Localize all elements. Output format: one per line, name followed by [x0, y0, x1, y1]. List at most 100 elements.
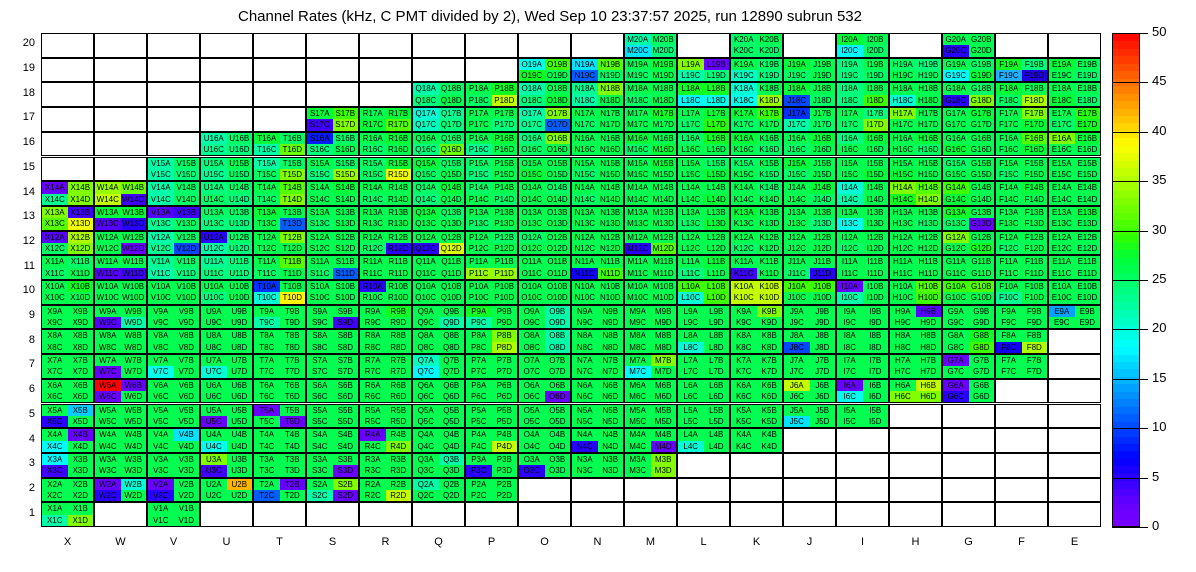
channel-pad-Q18B: Q18B: [438, 83, 464, 95]
channel-pad-O9B: O9B: [544, 305, 570, 318]
channel-pad-K6D: K6D: [756, 391, 782, 403]
channel-pad-F19B: F19B: [1021, 58, 1047, 71]
channel-pad-E12B: E12B: [1074, 231, 1100, 243]
grid-cell-P6: P6A P6B P6C P6D: [465, 378, 518, 404]
channel-pad-O5C: O5C: [519, 415, 545, 428]
channel-pad-H6D: H6D: [915, 391, 941, 403]
channel-pad-Q8A: Q8A: [413, 330, 439, 342]
channel-pad-R6D: R6D: [385, 391, 411, 403]
channel-pad-S13B: S13B: [332, 206, 358, 219]
channel-pad-P7A: P7A: [466, 355, 492, 367]
channel-pad-X5D: X5D: [67, 415, 93, 428]
channel-pad-O12C: O12C: [519, 242, 545, 255]
channel-pad-E13B: E13B: [1074, 206, 1100, 219]
x-axis-label-M: M: [645, 536, 656, 548]
grid-cell-J19: J19A J19B J19C J19D: [783, 57, 836, 83]
channel-pad-M8A: M8A: [625, 330, 651, 342]
channel-pad-M9B: M9B: [650, 305, 676, 318]
grid-cell-U9: U9A U9B U9C U9D: [200, 304, 253, 330]
channel-pad-X12A: X12A: [42, 231, 68, 243]
grid-cell-J15: J15A J15B J15C J15D: [783, 156, 836, 182]
palette-band: [1113, 271, 1139, 280]
grid-cell-E6: [1048, 378, 1101, 404]
channel-pad-W6D: W6D: [120, 391, 146, 403]
channel-pad-K20D: K20D: [756, 45, 782, 57]
channel-pad-U11A: U11A: [201, 256, 227, 268]
channel-pad-O5A: O5A: [519, 404, 545, 416]
grid-cell-T17: [253, 107, 306, 132]
grid-cell-H3: [889, 452, 942, 478]
channel-pad-M17D: M17D: [650, 119, 676, 131]
channel-pad-F12A: F12A: [996, 231, 1022, 243]
channel-pad-O9A: O9A: [519, 305, 545, 318]
grid-cell-W4: W4A W4B W4C W4D: [94, 428, 147, 453]
palette-band: [1113, 376, 1139, 385]
palette-band: [1113, 197, 1139, 206]
channel-pad-N10C: N10C: [572, 292, 598, 304]
channel-pad-V14A: V14A: [148, 182, 174, 194]
channel-pad-G13D: G13D: [968, 218, 994, 230]
x-axis-label-N: N: [593, 536, 602, 548]
channel-pad-K7D: K7D: [756, 366, 782, 378]
channel-pad-U16B: U16B: [226, 132, 252, 145]
channel-pad-I12D: I12D: [862, 242, 888, 255]
channel-pad-E19A: E19A: [1049, 58, 1075, 71]
grid-cell-W8: W8A W8B W8C W8D: [94, 329, 147, 355]
grid-cell-L3: [677, 452, 730, 478]
grid-cell-R8: R8A R8B R8C R8D: [359, 329, 412, 355]
channel-pad-T2C: T2C: [254, 489, 280, 502]
channel-pad-O15B: O15B: [544, 157, 570, 169]
grid-cell-S7: S7A S7B S7C S7D: [306, 354, 359, 379]
grid-cell-T8: T8A T8B T8C T8D: [253, 329, 306, 355]
channel-pad-W13D: W13D: [120, 218, 146, 230]
grid-cell-E12: E12A E12B E12C E12D: [1048, 230, 1101, 256]
channel-pad-V8A: V8A: [148, 330, 174, 342]
x-axis-label-Q: Q: [434, 536, 443, 548]
channel-pad-X9D: X9D: [67, 317, 93, 329]
channel-pad-V1A: V1A: [148, 503, 174, 515]
channel-pad-N19A: N19A: [572, 58, 598, 71]
channel-pad-T6D: T6D: [279, 391, 305, 403]
channel-pad-O5B: O5B: [544, 404, 570, 416]
channel-pad-W12C: W12C: [95, 242, 121, 255]
channel-pad-X5C: X5C: [42, 415, 68, 428]
channel-pad-N15D: N15D: [597, 168, 623, 181]
channel-pad-G10A: G10A: [943, 281, 969, 293]
grid-cell-I5: I5A I5B I5C I5D: [836, 403, 889, 429]
channel-pad-I18C: I18C: [837, 94, 863, 107]
channel-pad-U14D: U14D: [226, 193, 252, 205]
channel-pad-X3B: X3B: [67, 453, 93, 466]
channel-pad-O3D: O3D: [544, 465, 570, 477]
grid-cell-X3: X3A X3B X3C X3D: [41, 452, 94, 478]
channel-pad-L18D: L18D: [703, 94, 729, 107]
channel-pad-L15A: L15A: [678, 157, 704, 169]
channel-pad-V5A: V5A: [148, 404, 174, 416]
channel-pad-L17B: L17B: [703, 108, 729, 120]
channel-pad-V1D: V1D: [173, 514, 199, 526]
x-axis-label-H: H: [911, 536, 920, 548]
grid-cell-K8: K8A K8B K8C K8D: [730, 329, 783, 355]
channel-pad-T11B: T11B: [279, 256, 305, 268]
grid-cell-M3: M3A M3B M3C M3D: [624, 452, 677, 478]
grid-cell-K4: K4A K4B K4C K4D: [730, 428, 783, 453]
palette-tick: [1112, 181, 1148, 183]
channel-pad-Q14C: Q14C: [413, 193, 439, 205]
grid-cell-I13: I13A I13B I13C I13D: [836, 205, 889, 231]
channel-pad-N4D: N4D: [597, 440, 623, 452]
channel-pad-P2C: P2C: [466, 489, 492, 502]
palette-tick-label-25: 25: [1152, 271, 1167, 286]
channel-pad-E18A: E18A: [1049, 83, 1075, 95]
channel-pad-X13B: X13B: [67, 206, 93, 219]
channel-pad-R7C: R7C: [360, 366, 386, 378]
grid-cell-G7: G7A G7B G7C G7D: [942, 354, 995, 379]
channel-pad-N15C: N15C: [572, 168, 598, 181]
channel-pad-K5A: K5A: [731, 404, 757, 416]
grid-cell-K18: K18A K18B K18C K18D: [730, 82, 783, 108]
channel-pad-I5B: I5B: [862, 404, 888, 416]
channel-pad-V12A: V12A: [148, 231, 174, 243]
grid-cell-E8: [1048, 329, 1101, 355]
channel-pad-K6B: K6B: [756, 379, 782, 392]
channel-pad-L12C: L12C: [678, 242, 704, 255]
grid-cell-K15: K15A K15B K15C K15D: [730, 156, 783, 182]
channel-pad-H19A: H19A: [890, 58, 916, 71]
